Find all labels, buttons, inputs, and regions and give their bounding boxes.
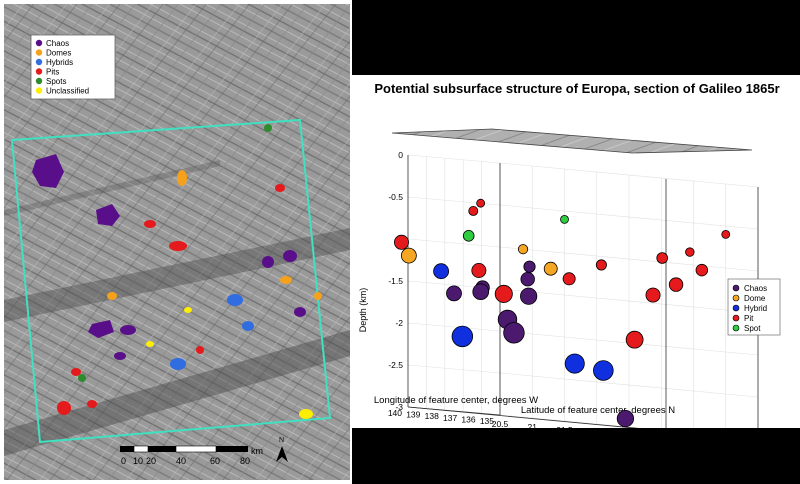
y-tick-label: 139	[406, 410, 420, 420]
point-hybrid	[593, 360, 614, 381]
point-chaos	[520, 287, 538, 305]
y-tick-label: 135	[480, 416, 494, 426]
north-label: N	[279, 437, 284, 444]
y-axis-label: Longitude of feature center, degrees W	[374, 395, 538, 406]
y-tick-label: 137	[443, 413, 457, 423]
legend-swatch	[732, 294, 740, 302]
y-tick-label: 140	[388, 408, 402, 418]
scale-tick-3: 40	[176, 456, 186, 466]
map-legend-label: Spots	[46, 77, 66, 86]
point-chaos	[523, 260, 536, 273]
point-chaos	[446, 285, 462, 302]
point-pit	[494, 284, 513, 303]
point-pit	[471, 262, 487, 278]
z-tick-label: -2	[395, 318, 403, 328]
surface-texture	[391, 128, 753, 154]
map-legend-swatch	[35, 39, 43, 47]
scale-tick-1: 10	[133, 456, 143, 466]
point-pit	[656, 252, 669, 264]
map-legend-swatch	[35, 68, 43, 75]
point-pit	[393, 234, 409, 250]
z-tick-label: -1.5	[388, 276, 403, 286]
point-pit	[695, 263, 709, 277]
point-chaos	[503, 322, 525, 344]
map-legend-swatch	[35, 87, 43, 94]
legend-swatch	[732, 314, 740, 322]
scale-bar: 0 10 20 40 60 80 km	[120, 445, 263, 466]
x-axis-label: Latitude of feature center, degrees N	[521, 405, 675, 416]
point-chaos	[472, 283, 490, 301]
map-legend-label: Domes	[46, 49, 71, 58]
point-spot	[462, 230, 475, 242]
scale-tick-2: 20	[146, 456, 156, 466]
point-hybrid	[433, 263, 449, 280]
point-pit	[476, 198, 486, 208]
x-tick-label: 21	[528, 422, 538, 428]
point-dome	[400, 247, 417, 264]
map-legend-label: Chaos	[46, 39, 69, 48]
z-axis-label: Depth (km)	[358, 288, 368, 333]
scatter3d-chart: Potential subsurface structure of Europa…	[358, 81, 781, 428]
z-tick-label: -0.5	[388, 192, 403, 202]
z-tick-label: -2.5	[388, 360, 403, 370]
legend-label: Spot	[744, 324, 761, 333]
map-legend-swatch	[35, 58, 43, 66]
legend-swatch	[732, 324, 740, 332]
scale-tick-0: 0	[121, 456, 126, 466]
scale-unit: km	[251, 446, 263, 456]
x-tick-label: 20.5	[492, 419, 509, 428]
point-chaos	[520, 271, 535, 287]
legend-label: Chaos	[744, 284, 767, 293]
map-legend-swatch	[35, 77, 43, 85]
point-pit	[721, 229, 731, 239]
y-tick-label: 136	[461, 414, 475, 424]
legend-label: Pit	[744, 314, 754, 323]
point-pit	[562, 272, 576, 286]
z-tick-label: -3	[395, 402, 403, 412]
point-pit	[625, 330, 644, 349]
scale-tick-5: 80	[240, 456, 250, 466]
chart-title: Potential subsurface structure of Europa…	[374, 81, 779, 96]
point-pit	[645, 287, 661, 303]
point-spot	[560, 214, 569, 224]
y-tick-label: 138	[425, 411, 439, 421]
scale-tick-4: 60	[210, 456, 220, 466]
point-hybrid	[564, 353, 585, 374]
map-legend-label: Hybrids	[46, 58, 73, 67]
map-panel: Chaos Domes Hybrids Pits Spots Unclassified 0…	[0, 0, 352, 484]
point-dome	[543, 261, 558, 276]
point-pit	[595, 259, 607, 271]
z-tick-label: 0	[398, 150, 403, 160]
point-chaos	[616, 409, 634, 428]
point-pit	[685, 247, 695, 257]
legend-label: Dome	[744, 294, 766, 303]
study-region-outline	[10, 118, 332, 444]
legend-label: Hybrid	[744, 304, 767, 313]
point-pit	[668, 277, 684, 292]
map-legend-label: Unclassified	[46, 87, 89, 96]
map-legend-label: Pits	[46, 68, 59, 77]
map-legend-swatch	[35, 49, 43, 56]
point-hybrid	[451, 325, 474, 348]
feature-blobs	[32, 124, 322, 419]
north-arrow-icon: N	[276, 437, 288, 462]
point-pit	[468, 206, 479, 216]
legend-swatch	[732, 284, 740, 292]
legend-swatch	[732, 304, 740, 312]
chart-panel: Potential subsurface structure of Europa…	[352, 75, 800, 428]
point-dome	[517, 244, 529, 255]
x-tick-label: 21.5	[556, 425, 573, 428]
